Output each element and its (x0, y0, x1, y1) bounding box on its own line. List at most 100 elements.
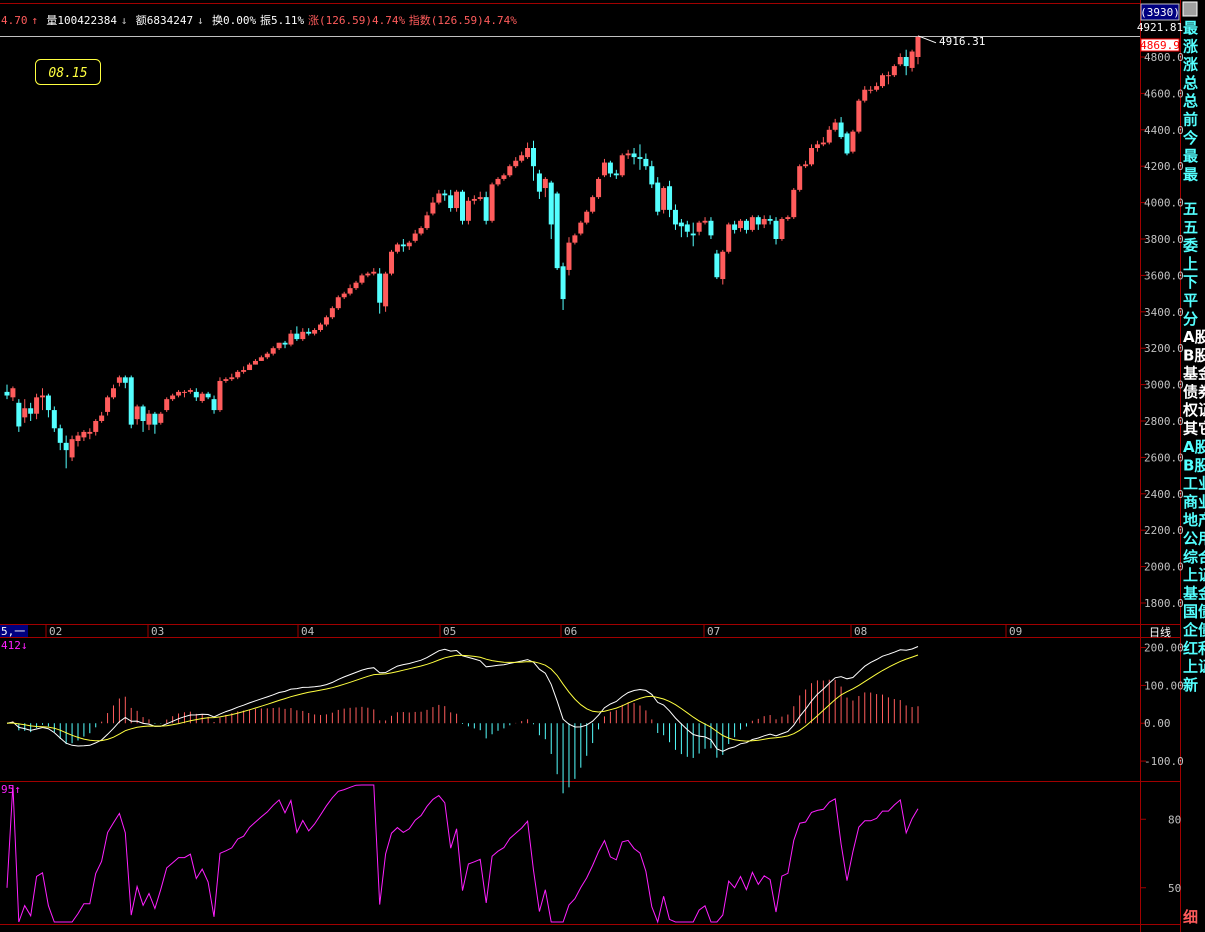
macd-dif-line (6, 646, 919, 752)
candle-body (897, 57, 903, 65)
candle-body (282, 342, 288, 345)
sidebar-item[interactable]: 最 (1183, 147, 1199, 165)
candle (140, 404, 146, 432)
candle-body (868, 89, 874, 91)
sidebar-item[interactable]: 分 (1183, 310, 1198, 328)
header-item: ↓ (197, 14, 204, 27)
month-tick-label: 02 (49, 625, 62, 638)
candle-body (791, 189, 797, 218)
candle-body (69, 439, 75, 458)
candle (578, 220, 584, 236)
candle (749, 215, 755, 232)
sidebar-item[interactable]: 涨 (1183, 37, 1198, 55)
sidebar-item[interactable]: 最 (1183, 165, 1199, 183)
candle-body (16, 402, 22, 427)
sidebar-item[interactable]: 总 (1183, 92, 1198, 110)
sidebar-item[interactable]: 综合 (1183, 548, 1205, 566)
sidebar-item[interactable]: 地产 (1183, 511, 1205, 529)
sidebar-item[interactable]: 总 (1183, 74, 1198, 92)
sidebar-item[interactable]: 权证 (1182, 401, 1205, 419)
month-tick-label: 04 (301, 625, 315, 638)
candle (158, 411, 164, 425)
candle-body (613, 173, 619, 176)
candle-body (99, 415, 105, 421)
candle (63, 435, 69, 469)
header-item: ↓ (121, 14, 128, 27)
candle-body (205, 393, 211, 398)
candle-body (217, 380, 223, 411)
candle-body (394, 244, 400, 252)
candle-body (625, 153, 631, 156)
candle-body (702, 220, 708, 223)
price-tick-label: 4200.0 (1144, 160, 1184, 173)
sidebar-item[interactable]: B股 (1183, 456, 1205, 474)
candle-body (460, 191, 465, 221)
candle-body (241, 370, 247, 372)
sidebar-item[interactable]: 债券 (1183, 383, 1205, 401)
price-tick-label: 2000.0 (1144, 561, 1184, 574)
candle (714, 249, 720, 280)
sidebar-item[interactable]: 工业 (1183, 475, 1205, 493)
candle-body (596, 178, 602, 198)
sidebar-item[interactable]: 今 (1182, 129, 1198, 147)
sidebar-item[interactable]: 企债 (1182, 621, 1205, 639)
candle (365, 271, 371, 278)
candle (465, 197, 471, 225)
candle (619, 153, 625, 178)
sidebar-item[interactable]: 下 (1183, 273, 1198, 291)
candle-body (785, 217, 791, 219)
sidebar-item[interactable]: B股 (1183, 346, 1205, 364)
candle-body (164, 399, 170, 411)
candle-body (809, 148, 815, 165)
candle (477, 191, 483, 201)
candle-body (862, 89, 868, 101)
candle (134, 404, 140, 425)
sidebar-item[interactable]: 平 (1183, 292, 1198, 310)
candle-body (10, 388, 16, 398)
month-tick-label: 08 (854, 625, 867, 638)
candle-body (75, 435, 81, 442)
candle-body (690, 233, 696, 236)
candle (28, 402, 34, 421)
sidebar-item[interactable]: 五 (1183, 200, 1198, 218)
sidebar-item[interactable]: 上 (1183, 255, 1198, 273)
sidebar-item[interactable]: 商业 (1183, 493, 1205, 511)
sidebar-item[interactable]: 国债 (1183, 603, 1205, 621)
candle (199, 391, 205, 403)
candle-body (696, 222, 702, 232)
sidebar-item[interactable]: 细 (1183, 908, 1198, 926)
sidebar-item[interactable]: 新 (1183, 676, 1198, 694)
sidebar-item[interactable]: 委 (1183, 237, 1198, 255)
index-code: (3930) (1140, 6, 1180, 19)
high-annotation-text: 4916.31 (939, 35, 985, 48)
sidebar-item[interactable]: A股 (1183, 328, 1205, 346)
right-sidebar[interactable]: 最涨涨总总前今最最五五委上下平分A股B股基金债券权证其它A股B股工业商业地产公用… (1182, 1, 1205, 926)
sidebar-item[interactable]: 最 (1183, 19, 1199, 37)
sidebar-item[interactable]: 其它 (1183, 420, 1205, 438)
candle (282, 340, 288, 349)
sidebar-item[interactable]: 红利 (1183, 639, 1205, 657)
price-tick-label: 3600.0 (1144, 269, 1184, 282)
candle (347, 284, 353, 296)
candle-body (116, 377, 122, 383)
candle (891, 64, 897, 78)
sidebar-item[interactable]: 上证 (1183, 566, 1205, 584)
sidebar-item[interactable]: 基金 (1182, 584, 1205, 602)
price-axis: 4800.0 4600.0 4400.0 4200.0 4000.0 3800.0 3600… (1141, 51, 1184, 610)
price-tick-label: 4000.0 (1144, 197, 1184, 210)
candle-body (170, 395, 176, 400)
sidebar-item[interactable]: 上证 (1183, 658, 1205, 676)
candle-body (814, 144, 820, 148)
sidebar-item[interactable]: 五 (1183, 218, 1198, 236)
candle-body (489, 184, 495, 221)
sidebar-item[interactable]: 基金 (1182, 365, 1205, 383)
sidebar-item[interactable]: 公用 (1183, 530, 1205, 548)
candle-body (554, 193, 560, 269)
candle (181, 390, 187, 398)
candle-body (601, 162, 607, 176)
sidebar-item[interactable]: 涨 (1183, 56, 1198, 74)
sidebar-item[interactable]: A股 (1183, 438, 1205, 456)
rsi-header: 95↑ (1, 783, 21, 796)
sidebar-item[interactable]: 前 (1183, 111, 1198, 129)
